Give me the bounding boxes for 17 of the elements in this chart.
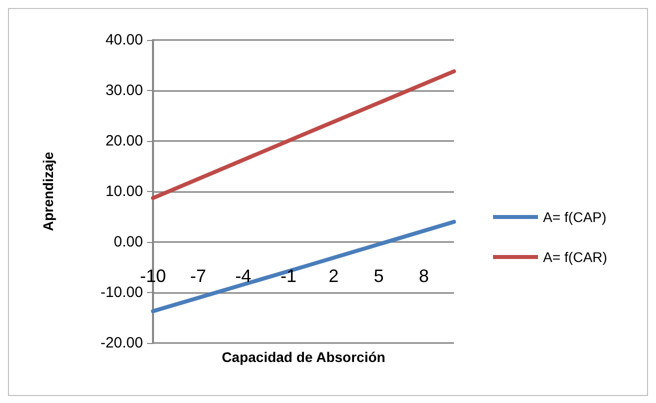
x-tick-label: 8 [418,266,429,286]
legend-label: A= f(CAP) [543,209,606,225]
y-tick-label: 0.00 [114,234,143,250]
y-axis-title: Aprendizaje [40,152,56,232]
x-tick-label: -7 [190,266,206,286]
y-tick-label: 20.00 [105,132,143,150]
x-tick-label: -10 [140,266,166,286]
y-tick-label: 40.00 [105,32,143,48]
x-tick-label: 2 [328,266,339,286]
legend-label: A= f(CAR) [543,249,608,265]
x-tick-label: -4 [235,266,252,286]
x-axis-title: Capacidad de Absorción [222,349,386,365]
y-tick-label: -10.00 [100,284,143,301]
y-tick-label: 10.00 [105,183,143,200]
y-tick-label: -20.00 [100,334,143,352]
y-tick-label: 30.00 [105,82,143,99]
x-tick-label: 5 [374,266,384,286]
